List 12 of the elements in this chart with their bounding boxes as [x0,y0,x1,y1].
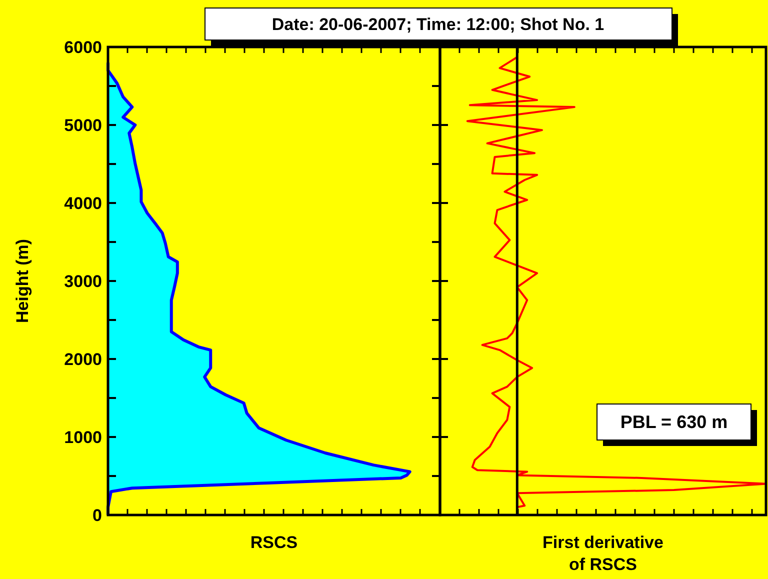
chart-title: Date: 20-06-2007; Time: 12:00; Shot No. 1 [272,15,604,34]
y-tick-label: 3000 [64,272,102,291]
y-tick-label: 1000 [64,428,102,447]
y-axis-title: Height (m) [13,238,32,324]
annotation: PBL = 630 m [620,412,728,432]
y-tick-label: 5000 [64,116,102,135]
y-tick-label: 2000 [64,350,102,369]
y-tick-label: 6000 [64,38,102,57]
y-tick-label: 4000 [64,194,102,213]
x-axis-title: First derivative of RSCS [542,533,664,574]
x-axis-title: RSCS [250,533,298,552]
y-tick-label: 0 [92,506,102,525]
